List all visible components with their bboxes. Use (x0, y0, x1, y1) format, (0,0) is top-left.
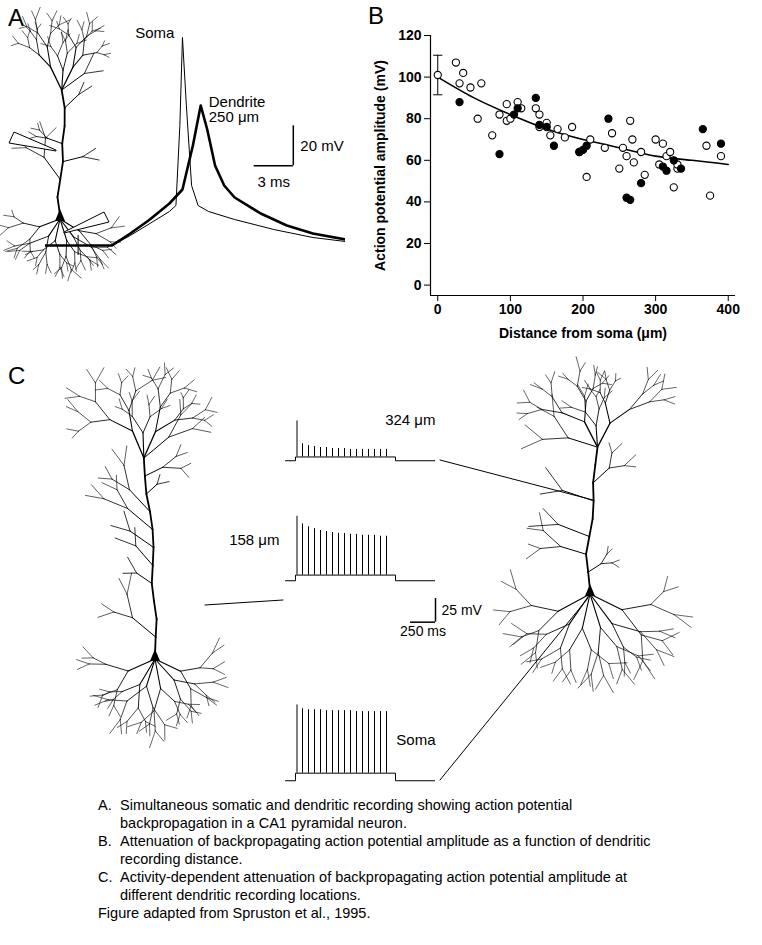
svg-text:60: 60 (406, 152, 422, 168)
svg-text:100: 100 (398, 69, 422, 85)
html-text:C: C (8, 362, 26, 389)
svg-text:80: 80 (406, 110, 422, 126)
html-text:Simultaneous somatic and dendr: Simultaneous somatic and dendritic recor… (120, 797, 573, 831)
svg-text:250 ms: 250 ms (400, 623, 446, 639)
svg-text:3 ms: 3 ms (257, 173, 290, 190)
svg-text:Distance from soma (μm): Distance from soma (μm) (499, 325, 667, 341)
svg-text:0: 0 (434, 301, 442, 317)
svg-text:200: 200 (571, 301, 595, 317)
svg-text:324 μm: 324 μm (385, 411, 435, 428)
svg-text:158 μm: 158 μm (229, 531, 279, 548)
svg-text:Soma: Soma (396, 731, 436, 748)
html-text:Attenuation of backpropagating: Attenuation of backpropagating action po… (120, 833, 651, 867)
svg-text:100: 100 (499, 301, 523, 317)
svg-text:120: 120 (398, 27, 422, 43)
svg-text:20: 20 (406, 235, 422, 251)
html-text:A: A (8, 4, 24, 31)
svg-text:Dendrite250 μm: Dendrite250 μm (209, 93, 266, 125)
svg-text:Soma: Soma (135, 24, 175, 41)
html-text:A.: A. (98, 797, 112, 813)
svg-text:40: 40 (406, 193, 422, 209)
html-text:C.: C. (98, 869, 113, 885)
html-text:Figure adapted from Spruston e: Figure adapted from Spruston et al., 199… (98, 905, 371, 921)
svg-text:25 mV: 25 mV (441, 602, 482, 618)
html-text:Activity-dependent attenuation: Activity-dependent attenuation of backpr… (120, 869, 627, 903)
svg-text:300: 300 (644, 301, 668, 317)
svg-text:20 mV: 20 mV (300, 137, 343, 154)
svg-text:400: 400 (717, 301, 741, 317)
html-text:B: B (368, 2, 384, 29)
svg-text:0: 0 (414, 277, 422, 293)
html-text:B.: B. (98, 833, 112, 849)
svg-text:Action potential amplitude (mV: Action potential amplitude (mV) (372, 60, 388, 271)
